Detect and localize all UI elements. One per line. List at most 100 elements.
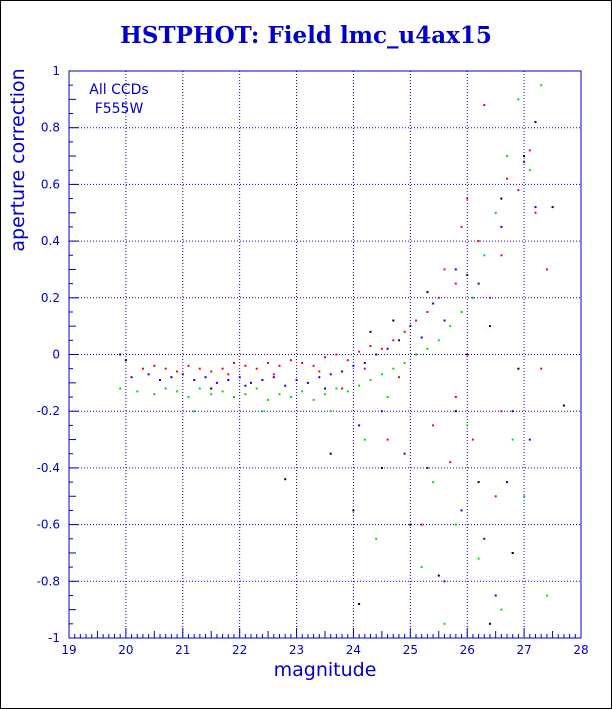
data-point <box>500 197 503 200</box>
annotation-filter: F555W <box>95 101 144 117</box>
data-point <box>420 523 423 526</box>
data-point <box>500 225 503 228</box>
data-point <box>506 155 508 158</box>
data-point <box>198 367 201 370</box>
data-point <box>489 325 491 328</box>
x-tick-labels: 19 20 21 22 23 24 25 26 27 28 <box>61 643 588 657</box>
data-points <box>119 84 565 625</box>
y-tick-label: 0.2 <box>41 291 60 305</box>
data-point <box>363 367 366 370</box>
data-point <box>545 268 548 271</box>
data-point <box>454 523 457 526</box>
data-point <box>142 367 144 370</box>
data-point <box>164 367 167 370</box>
data-point <box>523 155 526 158</box>
data-point <box>193 379 196 381</box>
data-point <box>380 466 383 469</box>
data-point <box>153 393 156 396</box>
data-point <box>380 410 383 413</box>
data-point <box>244 364 247 367</box>
data-point <box>153 364 156 367</box>
data-point <box>432 302 435 305</box>
data-point <box>119 387 122 390</box>
data-point <box>233 362 235 364</box>
data-point <box>358 384 361 387</box>
data-point <box>375 353 378 356</box>
data-point <box>432 481 435 484</box>
y-tick-label: -0.2 <box>37 404 60 418</box>
data-point <box>494 211 497 214</box>
data-point <box>136 390 139 393</box>
y-tick-label: 0.8 <box>41 121 60 135</box>
data-point <box>250 381 252 384</box>
data-point <box>443 622 446 625</box>
data-point <box>403 452 406 455</box>
data-point <box>324 356 326 359</box>
data-point <box>380 347 383 350</box>
axis-ticks <box>68 70 582 639</box>
grid-lines <box>69 71 581 638</box>
data-point <box>437 339 440 342</box>
data-point <box>210 393 213 396</box>
data-point <box>449 325 452 328</box>
data-point <box>437 574 440 577</box>
data-point <box>443 580 446 583</box>
data-point <box>386 438 389 441</box>
data-point <box>500 254 503 257</box>
data-point <box>363 438 366 441</box>
data-point <box>528 169 531 172</box>
data-point <box>517 189 520 192</box>
data-point <box>460 509 463 512</box>
data-point <box>312 364 315 367</box>
chart-title: HSTPHOT: Field lmc_u4ax15 <box>120 22 492 49</box>
y-tick-label: -0.8 <box>37 574 60 588</box>
data-point <box>255 367 258 370</box>
annotation-ccds: All CCDs <box>89 82 148 98</box>
data-point <box>466 197 469 200</box>
data-point <box>432 424 435 427</box>
data-point <box>221 367 224 370</box>
data-point <box>272 373 275 376</box>
data-point <box>460 225 463 228</box>
data-point <box>534 206 537 209</box>
data-point <box>341 387 344 390</box>
data-point <box>181 373 184 376</box>
data-point <box>267 362 270 364</box>
data-point <box>261 410 264 413</box>
data-point <box>346 390 349 393</box>
data-point <box>244 384 247 387</box>
data-point <box>324 387 326 390</box>
data-point <box>187 396 190 398</box>
data-point <box>528 438 531 441</box>
data-point <box>369 330 372 333</box>
x-tick-label: 25 <box>403 643 418 657</box>
data-point <box>489 622 491 625</box>
data-point <box>244 393 247 396</box>
data-point <box>540 84 543 87</box>
data-point <box>506 177 508 180</box>
data-point <box>187 364 190 367</box>
data-point <box>170 376 173 379</box>
data-point <box>398 376 400 379</box>
data-point <box>352 509 355 512</box>
data-point <box>369 345 372 347</box>
data-point <box>341 370 344 373</box>
data-point <box>494 495 497 498</box>
data-point <box>324 393 326 396</box>
data-point <box>147 373 150 376</box>
data-point <box>392 339 395 342</box>
x-tick-label: 24 <box>346 643 361 657</box>
data-point <box>210 387 213 390</box>
data-point <box>261 379 264 381</box>
data-point <box>278 393 281 396</box>
data-point <box>210 370 213 373</box>
data-point <box>454 396 457 398</box>
data-point <box>534 121 537 123</box>
x-tick-label: 26 <box>460 643 475 657</box>
data-point <box>215 381 218 384</box>
data-point <box>443 319 446 322</box>
data-point <box>306 381 309 384</box>
data-point <box>437 296 440 299</box>
y-tick-label: -0.4 <box>37 461 60 475</box>
